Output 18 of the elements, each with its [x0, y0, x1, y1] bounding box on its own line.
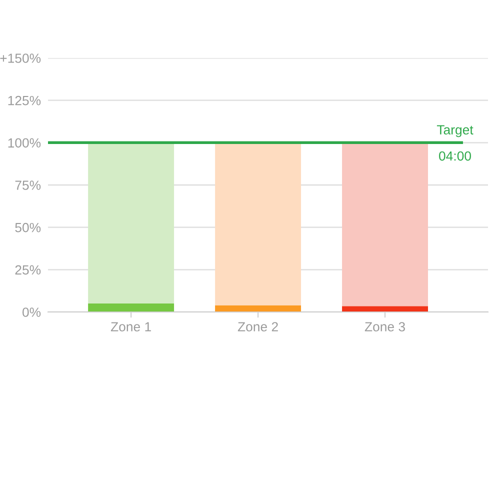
y-tick-label: 125%	[8, 96, 41, 106]
x-tick-label: Zone 3	[364, 322, 405, 332]
y-tick-label: 75%	[15, 180, 41, 190]
y-tick-label: 100%	[8, 138, 41, 148]
x-tick-label: Zone 2	[238, 322, 278, 332]
bar	[342, 142, 428, 306]
ref-line-label: Target	[436, 125, 474, 138]
y-tick-label: 50%	[15, 222, 41, 232]
annotation: 04:00	[439, 151, 471, 161]
bar	[215, 305, 302, 312]
bar	[88, 304, 174, 312]
y-tick-label: 0%	[22, 308, 41, 317]
bar	[342, 306, 428, 312]
y-tick-label: 25%	[15, 265, 41, 275]
bar	[215, 142, 302, 306]
y-tick-label: +150%	[0, 54, 41, 63]
bar	[88, 142, 174, 304]
x-tick-label: Zone 1	[110, 322, 151, 332]
